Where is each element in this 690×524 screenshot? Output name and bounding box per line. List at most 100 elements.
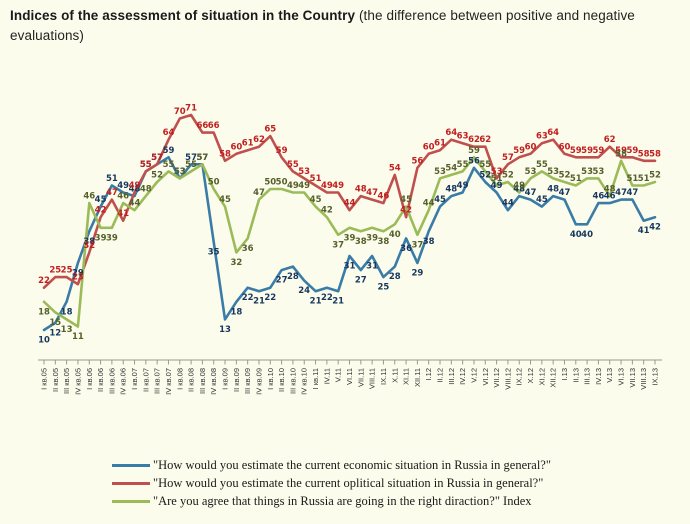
data-label-right-direction: 39 xyxy=(344,233,356,243)
data-label-economic: 13 xyxy=(219,325,231,335)
data-label-political: 53 xyxy=(298,167,310,177)
data-label-economic: 41 xyxy=(638,226,650,236)
data-label-economic: 27 xyxy=(355,276,367,286)
data-label-economic: 47 xyxy=(525,188,537,198)
data-label-political: 59 xyxy=(626,146,638,156)
x-tick-label: I кв.06 xyxy=(85,368,94,390)
x-tick-label: II кв.08 xyxy=(187,368,196,392)
legend-line-swatch-right-direction xyxy=(112,499,150,503)
data-label-political: 53 xyxy=(491,167,503,177)
data-label-right-direction: 50 xyxy=(264,178,276,188)
data-label-economic: 46 xyxy=(592,192,604,202)
data-label-right-direction: 42 xyxy=(321,206,333,216)
legend-label-economic: "How would you estimate the current econ… xyxy=(153,457,551,472)
data-label-economic: 25 xyxy=(377,283,389,293)
data-label-right-direction: 39 xyxy=(95,233,107,243)
data-label-political: 63 xyxy=(536,132,548,142)
data-label-right-direction: 40 xyxy=(389,230,401,240)
x-tick-label: III кв.09 xyxy=(243,368,252,394)
data-label-economic: 46 xyxy=(604,192,616,202)
series-lines xyxy=(42,113,657,332)
data-label-economic: 21 xyxy=(332,297,344,307)
x-tick-label: II.12 xyxy=(436,368,445,383)
data-label-political: 62 xyxy=(253,135,265,145)
data-label-political: 41 xyxy=(117,209,129,219)
data-label-right-direction: 52 xyxy=(151,171,163,181)
data-label-economic: 49 xyxy=(491,181,503,191)
data-label-political: 66 xyxy=(196,121,208,131)
data-label-economic: 48 xyxy=(445,185,457,195)
x-tick-label: X.12 xyxy=(526,368,535,383)
x-tick-label: IV кв.05 xyxy=(73,368,82,395)
x-tick-label: XI.11 xyxy=(402,368,411,385)
chart-title: Indices of the assessment of situation i… xyxy=(10,6,682,45)
x-tick-label: VII.11 xyxy=(356,368,365,387)
data-label-economic: 21 xyxy=(253,297,265,307)
data-label-political: 57 xyxy=(151,153,163,163)
data-label-right-direction: 46 xyxy=(117,192,129,202)
data-label-economic: 45 xyxy=(434,195,446,205)
x-tick-label: XII.12 xyxy=(549,368,558,388)
x-tick-label: III кв.07 xyxy=(153,368,162,394)
x-tick-label: VIII.11 xyxy=(368,368,377,389)
data-label-political: 58 xyxy=(219,149,231,159)
x-tick-label: IX.11 xyxy=(379,368,388,385)
data-label-economic: 28 xyxy=(287,272,299,282)
data-label-political: 58 xyxy=(649,149,661,159)
x-tick-label: III кв.08 xyxy=(198,368,207,394)
data-label-political: 59 xyxy=(615,146,627,156)
data-label-economic: 18 xyxy=(230,307,242,317)
x-tick-label: IV кв.09 xyxy=(254,368,263,395)
data-label-political: 54 xyxy=(389,163,401,173)
data-label-political: 59 xyxy=(581,146,593,156)
legend-label-right-direction: "Are you agree that things in Russia are… xyxy=(153,493,532,508)
data-label-political: 62 xyxy=(604,135,616,145)
data-label-right-direction: 54 xyxy=(445,163,457,173)
data-label-political: 47 xyxy=(366,188,378,198)
data-label-right-direction: 38 xyxy=(355,237,367,247)
data-label-economic: 56 xyxy=(468,156,480,166)
data-label-political: 59 xyxy=(513,146,525,156)
data-label-economic: 12 xyxy=(49,328,61,338)
data-label-political: 60 xyxy=(525,142,537,152)
data-label-political: 65 xyxy=(264,125,276,135)
x-tick-label: V.11 xyxy=(334,368,343,382)
data-label-political: 70 xyxy=(174,107,186,117)
data-label-right-direction: 18 xyxy=(38,307,50,317)
data-label-economic: 29 xyxy=(411,269,423,279)
data-label-economic: 57 xyxy=(151,153,163,163)
data-label-right-direction: 49 xyxy=(298,181,310,191)
data-label-right-direction: 39 xyxy=(106,233,118,243)
data-label-right-direction: 55 xyxy=(163,160,175,170)
x-tick-label: XII.11 xyxy=(413,368,422,387)
x-tick-label: I кв.11 xyxy=(311,368,320,389)
data-label-right-direction: 45 xyxy=(400,195,412,205)
x-tick-label: IV кв.07 xyxy=(164,368,173,395)
data-label-economic: 22 xyxy=(264,293,276,303)
data-label-economic: 51 xyxy=(106,174,118,184)
data-label-right-direction: 51 xyxy=(570,174,582,184)
data-label-right-direction: 36 xyxy=(242,244,254,254)
data-label-right-direction: 55 xyxy=(457,160,469,170)
data-label-right-direction: 52 xyxy=(559,171,571,181)
data-label-political: 62 xyxy=(479,135,491,145)
data-label-political: 60 xyxy=(559,142,571,152)
data-label-political: 55 xyxy=(287,160,299,170)
x-tick-label: VIII.13 xyxy=(639,368,648,390)
data-label-right-direction: 45 xyxy=(310,195,322,205)
x-tick-label: I кв.05 xyxy=(40,368,49,390)
data-label-economic: 45 xyxy=(95,195,107,205)
data-label-political: 71 xyxy=(185,104,197,114)
data-label-economic: 31 xyxy=(366,262,378,272)
x-tick-label: V.12 xyxy=(469,368,478,383)
data-label-political: 23 xyxy=(72,273,84,283)
data-label-right-direction: 51 xyxy=(491,174,503,184)
data-label-economic: 55 xyxy=(140,160,152,170)
data-label-right-direction: 46 xyxy=(83,192,95,202)
data-label-right-direction: 51 xyxy=(638,174,650,184)
data-label-political: 25 xyxy=(49,266,61,276)
data-label-economic: 40 xyxy=(570,230,582,240)
data-label-right-direction: 38 xyxy=(377,237,389,247)
x-tick-label: II кв.07 xyxy=(141,368,150,392)
